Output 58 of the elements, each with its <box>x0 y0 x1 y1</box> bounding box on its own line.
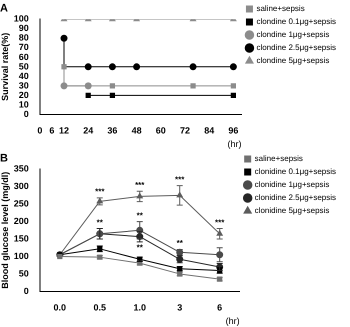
chart-title: A <box>0 2 8 15</box>
y-tick-label: 300 <box>14 181 29 192</box>
legend-label: clondine 2.5μg+sepsis <box>256 43 336 52</box>
legend-label: clondine 5μg+sepsis <box>256 56 330 66</box>
y-tick-label: 70 <box>18 42 29 52</box>
x-tick-label: 36 <box>107 125 118 136</box>
x-tick-label: 84 <box>204 125 214 136</box>
y-tick-label: 150 <box>14 234 29 244</box>
y-tick-label: 60 <box>18 52 29 62</box>
y-tick-label: 0 <box>24 108 29 119</box>
y-tick-label: 50 <box>18 61 29 72</box>
legend-label: clonidine 2.5μg+sepsis <box>254 193 336 202</box>
x-tick-label: 24 <box>83 125 94 136</box>
legend-label: saline+sepsis <box>254 154 303 164</box>
y-tick-label: 20 <box>18 90 29 100</box>
y-tick-label: 250 <box>14 198 29 209</box>
annotation: *** <box>135 180 146 190</box>
x-axis-title: (hr) <box>227 139 242 150</box>
y-tick-label: 100 <box>14 14 29 24</box>
x-tick-label: 48 <box>132 125 142 136</box>
annotation: ** <box>176 238 184 248</box>
annotation: *** <box>175 174 186 184</box>
y-tick-label: 200 <box>14 216 29 226</box>
x-tick-label: 0.5 <box>94 302 106 312</box>
y-tick-label: 90 <box>18 23 29 34</box>
y-tick-label: 40 <box>18 70 29 81</box>
legend-label: clonidine 0.1μg+sepsis <box>254 167 336 176</box>
x-tick-label: 0.0 <box>54 302 66 312</box>
legend-label: clondine 0.1μg+sepsis <box>256 17 336 26</box>
chart-title: B <box>0 152 8 165</box>
annotation: ** <box>136 210 144 220</box>
x-tick-label: 96 <box>228 125 238 136</box>
x-tick-label: 1.0 <box>133 302 146 312</box>
y-tick-label: 0 <box>24 286 29 296</box>
annotation: *** <box>95 187 106 196</box>
y-axis-title: Blood glucose level (mg/dl) <box>0 172 10 289</box>
annotation: ** <box>96 218 104 227</box>
annotation: ** <box>136 243 144 252</box>
x-tick-label: 12 <box>59 125 70 136</box>
x-tick-label: 60 <box>156 125 166 136</box>
y-tick-label: 30 <box>18 80 29 90</box>
legend-label: saline+sepsis <box>256 4 305 14</box>
x-axis-title: (hr) <box>226 316 240 326</box>
legend-label: clonidine 1μg+sepsis <box>254 180 330 190</box>
x-tick-label: 6 <box>49 125 54 136</box>
legend-label: clonidine 5μg+sepsis <box>254 206 330 216</box>
x-tick-label: 3 <box>177 302 182 312</box>
y-axis-title: Survival rate(%) <box>0 32 10 101</box>
legend-label: clondine 1μg+sepsis <box>256 30 330 40</box>
y-tick-label: 50 <box>18 268 29 278</box>
x-tick-label: 6 <box>217 302 222 312</box>
y-tick-label: 10 <box>18 99 29 110</box>
x-tick-label: 0 <box>37 125 42 136</box>
y-tick-label: 350 <box>14 164 29 174</box>
y-tick-label: 100 <box>14 250 29 261</box>
annotation: *** <box>215 218 226 227</box>
y-tick-label: 80 <box>18 32 29 43</box>
x-tick-label: 72 <box>180 125 190 136</box>
